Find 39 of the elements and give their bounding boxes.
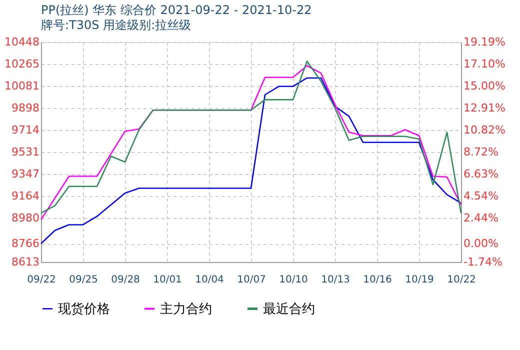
y2-tick-label: 10.82% — [464, 123, 506, 136]
y2-tick-label: 4.54% — [464, 189, 498, 202]
y-tick-label: 10265 — [4, 57, 40, 70]
x-tick-label: 09/22 — [27, 274, 56, 286]
y-tick-label: 9898 — [12, 101, 40, 114]
y2-tick-label: 12.91% — [464, 102, 506, 115]
x-tick-label: 10/16 — [363, 274, 392, 286]
x-tick-label: 10/19 — [405, 274, 434, 286]
y-tick-label: 9164 — [12, 189, 40, 202]
y2-tick-label: 17.10% — [464, 57, 506, 70]
y-tick-label: 8766 — [12, 237, 40, 250]
x-tick-label: 10/22 — [447, 274, 476, 286]
y2-tick-label: 0.00% — [464, 237, 498, 250]
legend-label: 现货价格 — [58, 302, 110, 317]
y2-tick-label: 2.44% — [464, 212, 498, 225]
legend-label: 最近合约 — [263, 302, 315, 317]
legend-label: 主力合约 — [160, 300, 212, 317]
y2-tick-label: -1.74% — [464, 256, 502, 268]
y-tick-label: 8613 — [12, 256, 40, 268]
x-tick-label: 10/13 — [321, 274, 350, 286]
line-series — [40, 77, 462, 244]
y-tick-label: 9714 — [12, 124, 40, 136]
x-tick-label: 10/07 — [237, 274, 266, 286]
y-tick-label: 8980 — [12, 212, 40, 224]
x-tick-label: 09/28 — [111, 274, 140, 286]
y-tick-label: 9347 — [12, 168, 40, 180]
y2-tick-label: 19.19% — [464, 36, 506, 48]
y-tick-label: 10081 — [4, 80, 40, 92]
chart-title: PP(拉丝) 华东 综合价 2021-09-22 - 2021-10-22 — [41, 3, 312, 17]
y2-tick-label: 8.72% — [464, 146, 498, 159]
x-tick-label: 10/10 — [279, 274, 308, 286]
y-tick-label: 9531 — [12, 145, 40, 158]
x-tick-label: 10/01 — [153, 274, 182, 286]
y2-tick-label: 15.00% — [464, 80, 506, 93]
x-tick-label: 10/04 — [195, 274, 224, 286]
y2-tick-label: 6.63% — [464, 168, 498, 181]
chart-subtitle: 牌号:T30S 用途级别:拉丝级 — [41, 18, 192, 32]
y-tick-label: 10448 — [4, 36, 40, 48]
x-tick-label: 09/25 — [69, 274, 98, 286]
